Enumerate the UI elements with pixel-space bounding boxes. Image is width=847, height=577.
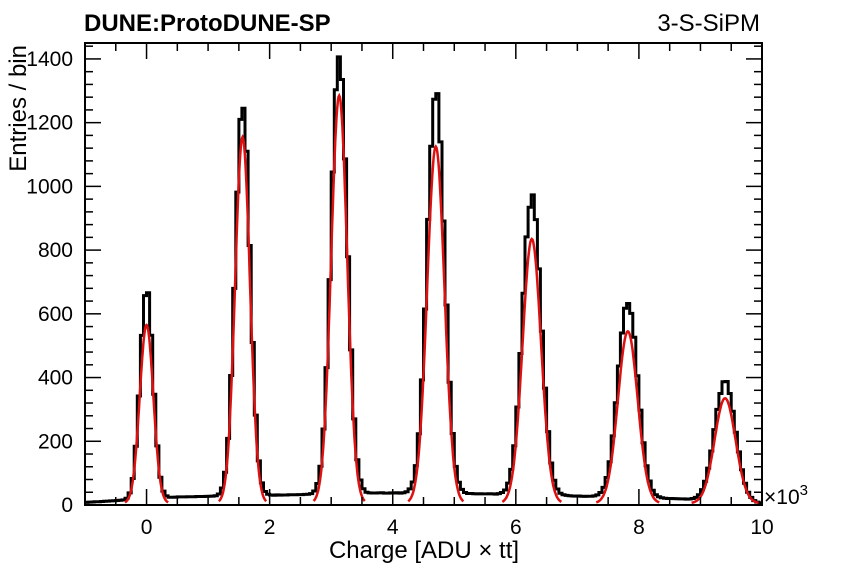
x-tick-label: 8 <box>633 516 645 539</box>
histogram-line <box>85 55 762 505</box>
y-tick-label: 800 <box>38 239 73 262</box>
y-tick-label: 1000 <box>26 175 73 198</box>
x-tick-label: 2 <box>264 516 276 539</box>
y-tick-label: 600 <box>38 303 73 326</box>
y-tick-label: 1200 <box>26 112 73 135</box>
experiment-label: DUNE:ProtoDUNE-SP <box>84 10 331 37</box>
fit-curve-peak-0 <box>124 323 169 504</box>
x-axis-title: Charge [ADU × tt] <box>329 537 519 564</box>
tick-labels: 0 2 4 6 8 10 0 200 400 600 800 1000 1200 1400 <box>26 48 773 539</box>
fit-curve-peak-2 <box>312 92 366 502</box>
y-tick-label: 200 <box>38 430 73 453</box>
detector-label: 3-S-SiPM <box>657 10 760 37</box>
x-multiplier-exponent: 3 <box>800 482 808 499</box>
y-axis-title: Entries / bin <box>5 45 32 172</box>
fit-curve-peak-1 <box>218 133 268 503</box>
x-multiplier-base: ×10 <box>764 486 800 509</box>
y-tick-label: 1400 <box>26 48 73 71</box>
fit-curve-peak-6 <box>691 396 759 505</box>
x-tick-label: 4 <box>387 516 399 539</box>
y-tick-label: 0 <box>61 494 73 517</box>
y-tick-label: 400 <box>38 367 73 390</box>
tick-marks <box>84 43 763 506</box>
fit-curve-peak-5 <box>595 329 660 504</box>
plot-frame <box>84 42 763 506</box>
x-tick-label: 0 <box>141 516 153 539</box>
fit-curve-peak-3 <box>407 144 465 503</box>
fit-curve-peak-4 <box>501 237 562 503</box>
x-tick-label: 6 <box>510 516 522 539</box>
x-tick-label: 10 <box>750 516 773 539</box>
x-axis-multiplier: ×103 <box>764 482 808 509</box>
data-layer <box>85 55 762 505</box>
